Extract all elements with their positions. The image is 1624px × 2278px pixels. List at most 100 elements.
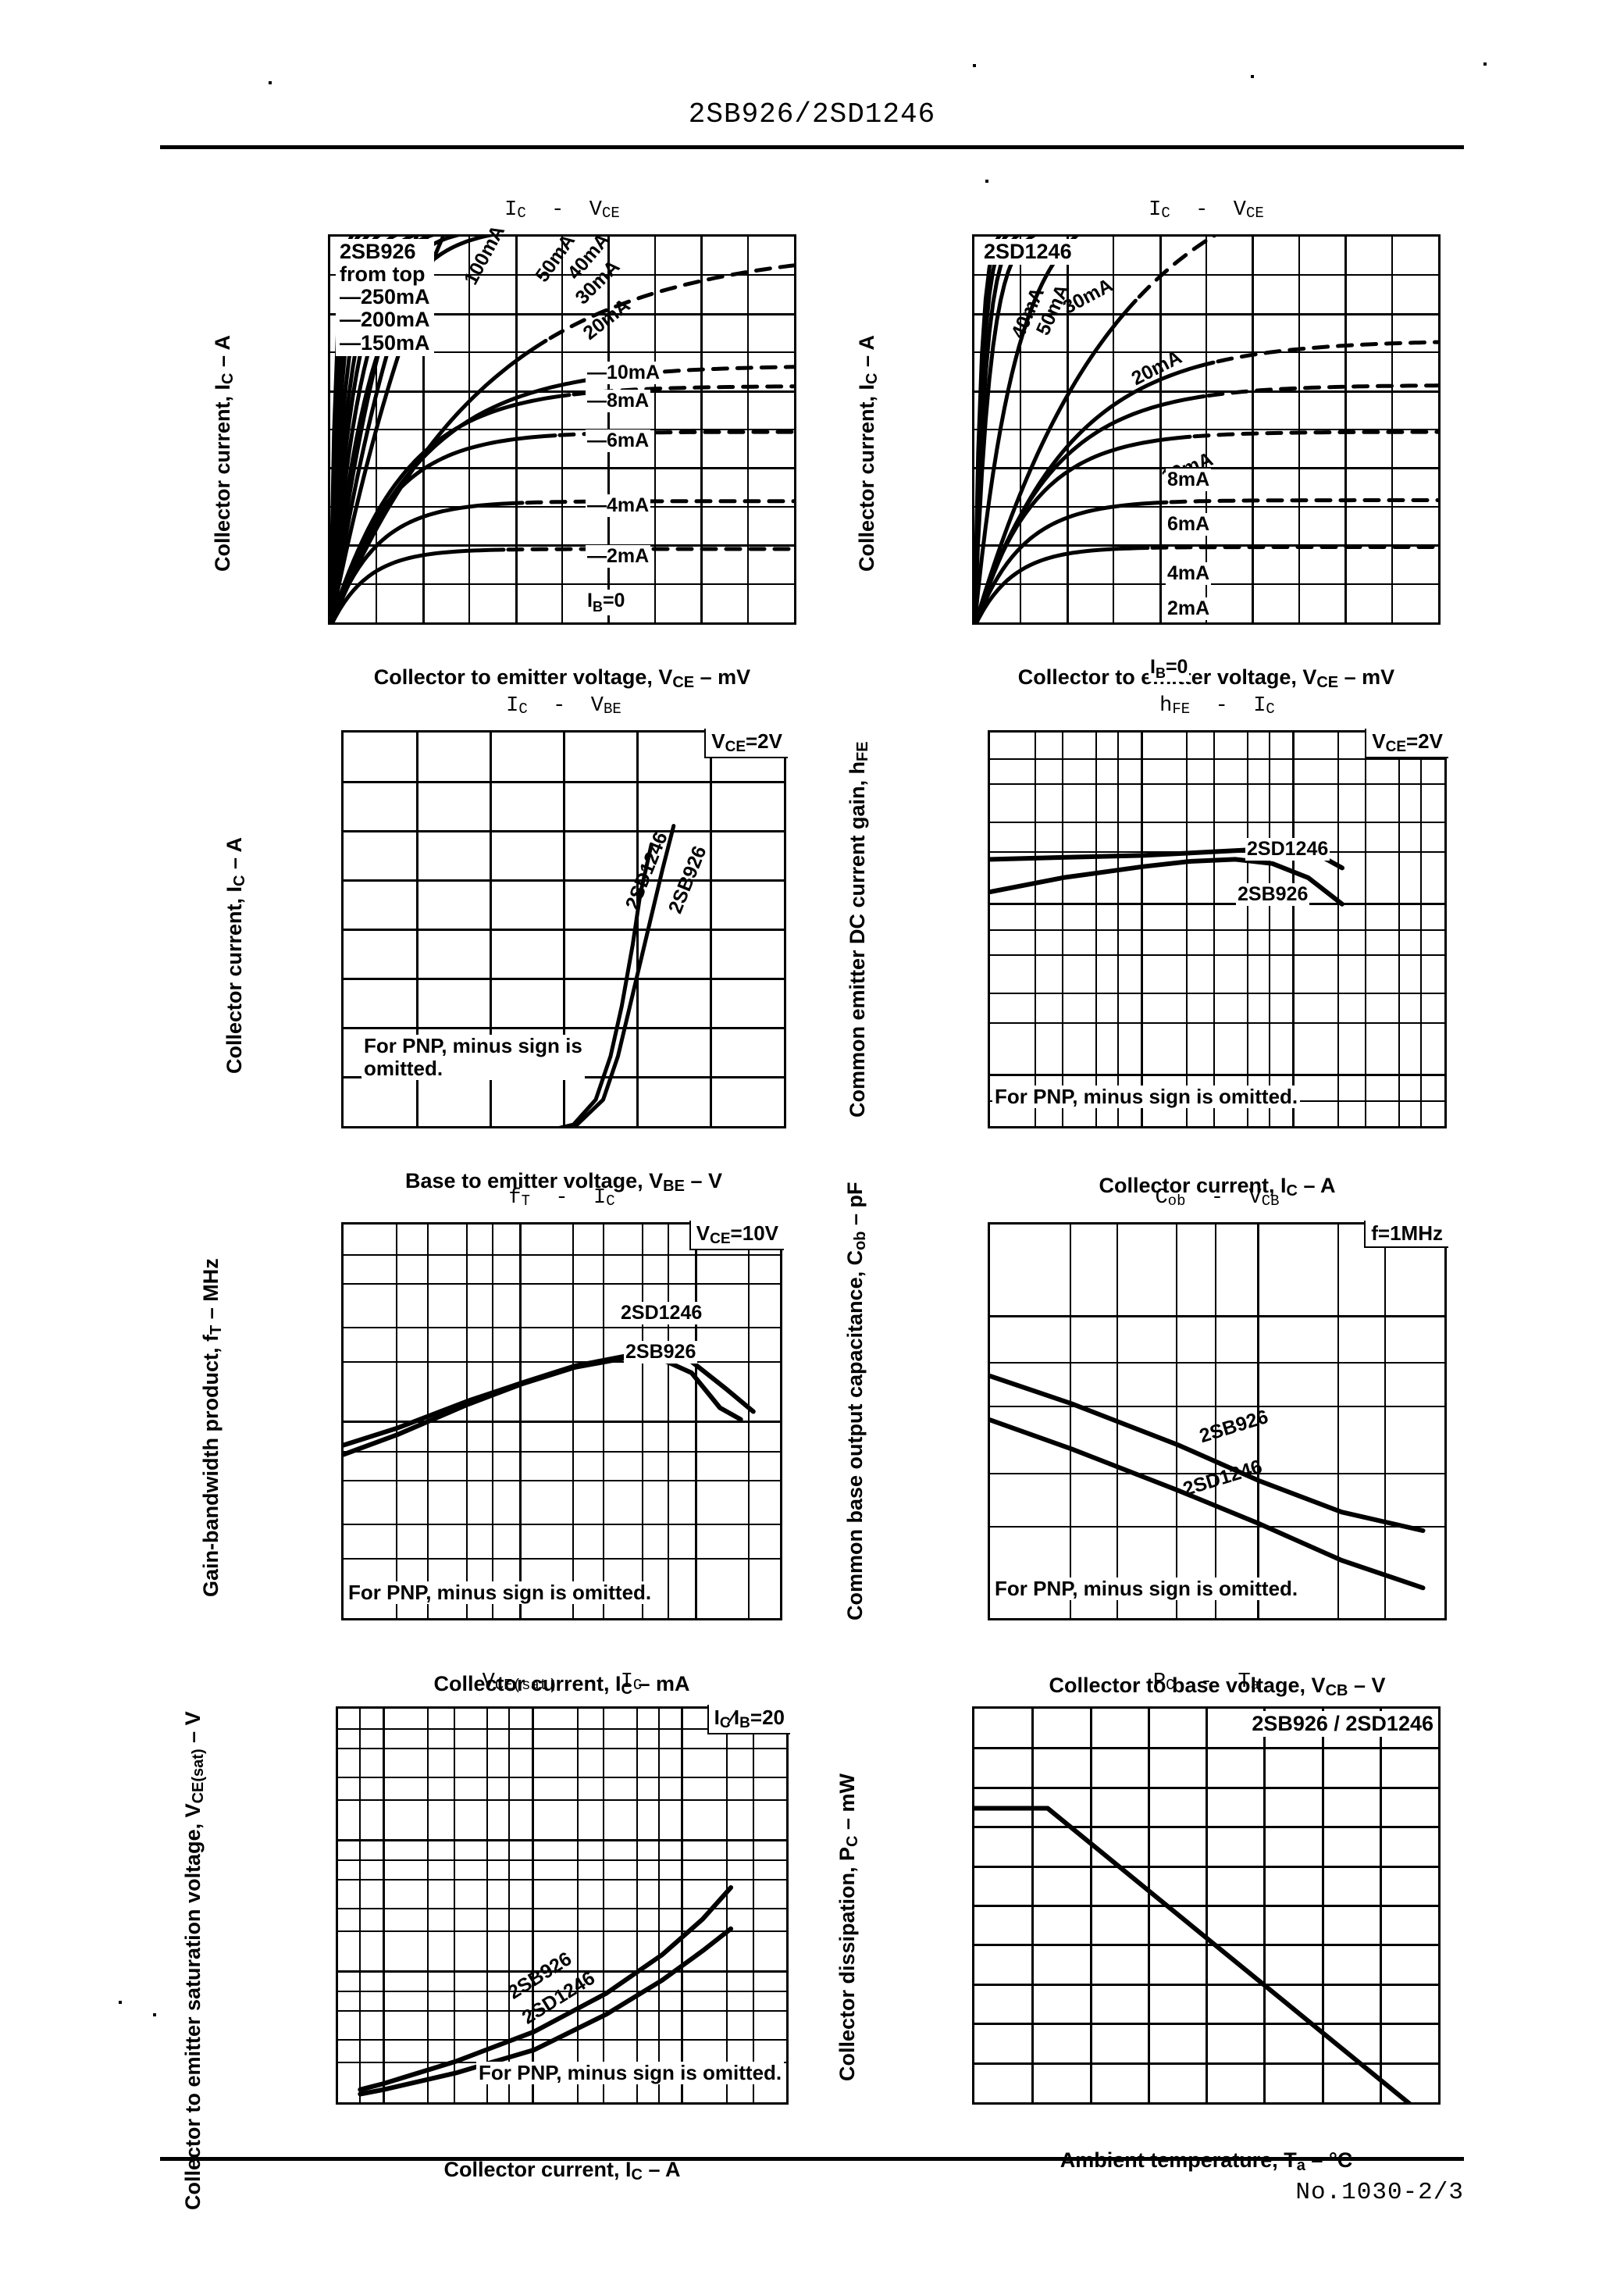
gridline-h — [990, 992, 1444, 994]
plot-area: 0200400600750800100002040608010012014016… — [972, 1706, 1441, 2105]
page-title: 2SB926/2SD1246 — [688, 98, 936, 130]
chart-vcesat-ic: VCE(sat) - IC 0.012350.12351.023510570.0… — [181, 1670, 790, 2210]
gridline-h — [974, 1983, 1438, 1986]
footer-rule — [160, 2157, 1464, 2161]
curve-label-2sb926: 2SB926 — [624, 1341, 698, 1364]
curve-label-2mA: 2mA — [1166, 597, 1212, 620]
gridline-h — [974, 312, 1438, 315]
gridline-h — [344, 1326, 780, 1328]
gridline-v — [636, 1709, 638, 2102]
curve — [330, 547, 506, 622]
y-axis-label: Common base output capacitance, Cob – pF — [843, 1182, 869, 1620]
gridline-v — [1256, 1225, 1259, 1618]
gridline-h — [990, 821, 1444, 823]
gridline-h — [974, 429, 1438, 430]
curve-layer — [344, 1351, 756, 1457]
pnp-note: For PNP, minus sign is omitted. — [346, 1581, 654, 1605]
chart-title: IC - VCE — [504, 198, 620, 222]
curve — [330, 433, 557, 622]
gridline-h — [990, 1526, 1444, 1528]
speck — [153, 2013, 156, 2016]
curve — [344, 1355, 743, 1457]
curve — [1137, 237, 1216, 299]
gridline-h — [990, 1022, 1444, 1025]
gridline-h — [974, 390, 1438, 393]
gridline-v — [657, 1709, 660, 2102]
gridline-h — [974, 2023, 1438, 2026]
curve-label-4mA: —4mA — [586, 494, 651, 517]
gridline-h — [990, 758, 1444, 760]
y-axis-label: Collector to emitter saturation voltage,… — [181, 1711, 207, 2210]
curve — [1192, 430, 1438, 439]
x-axis-label: Collector current, IC – mA — [433, 1672, 690, 1698]
gridline-v — [576, 1709, 579, 2102]
chart-ic-vce-2sb926: IC - VCE 0–0.4–0.8–1.2–1.6–2.00–200–400–… — [211, 198, 796, 691]
gridline-h — [330, 583, 794, 585]
y-axis-label: Collector current, IC – A — [855, 334, 881, 572]
gridline-v — [1337, 1225, 1339, 1618]
plot-area: 102357100235710001023571002357100023 — [341, 1222, 782, 1620]
legend-entry-2: —150mA — [340, 330, 430, 355]
gridline-h — [338, 2038, 786, 2041]
gridline-v — [1384, 1225, 1386, 1618]
curve — [506, 547, 794, 552]
curve — [558, 842, 654, 1126]
legend-device-2sd1246: 2SD1246 — [980, 239, 1076, 266]
curve — [974, 1806, 1412, 2102]
curve — [330, 338, 548, 622]
gridline-h — [338, 1838, 786, 1841]
x-axis-label: Base to emitter voltage, VBE – V — [405, 1169, 722, 1195]
chart-title: IC - VBE — [506, 694, 621, 718]
curve — [974, 546, 1150, 622]
gridline-h — [344, 978, 784, 980]
header-rule — [160, 145, 1464, 149]
gridline-h — [344, 1361, 780, 1364]
gridline-h — [990, 929, 1444, 931]
plot-area: 0.012350.12351.023510570.0123570.123571.… — [336, 1706, 789, 2105]
curve-label-10mA: —10mA — [586, 362, 662, 384]
curve — [358, 1885, 734, 2092]
condition-badge: IC⁄IB=20 — [707, 1705, 790, 1734]
gridline-h — [344, 1282, 780, 1285]
chart-title: Cob - VCB — [1155, 1186, 1280, 1210]
curve — [548, 263, 794, 340]
curve — [1206, 383, 1438, 398]
gridline-h — [330, 429, 794, 430]
speck — [985, 180, 988, 183]
gridline-v — [453, 1709, 455, 2102]
x-axis-label: Collector to emitter voltage, VCE – mV — [373, 665, 751, 691]
gridline-h — [344, 781, 784, 783]
gridline-h — [974, 1905, 1438, 1907]
gridline-h — [974, 274, 1438, 276]
curve-label-2mA: —2mA — [586, 545, 651, 568]
curve-layer — [558, 824, 676, 1126]
legend-device: 2SB926 — [340, 240, 416, 263]
gridline-h — [344, 1451, 780, 1453]
curve — [1216, 340, 1438, 364]
gridline-h — [344, 1027, 784, 1029]
gridline-h — [338, 1728, 786, 1731]
gridline-h — [338, 1859, 786, 1862]
gridline-h — [974, 1865, 1438, 1868]
curve-label-8mA: 8mA — [1166, 469, 1212, 491]
y-axis-label: Gain-bandwidth product, fT – MHz — [199, 1258, 225, 1597]
gridline-h — [990, 1361, 1444, 1364]
speck — [269, 81, 272, 84]
pnp-note: For PNP, minus sign is omitted. — [992, 1085, 1301, 1109]
gridline-h — [974, 1944, 1438, 1947]
gridline-h — [344, 830, 784, 832]
gridline-h — [338, 1747, 786, 1749]
gridline-h — [338, 1970, 786, 1973]
gridline-v — [531, 1709, 534, 2102]
curve — [974, 434, 1192, 622]
legend-box: 2SB926 from top —250mA —200mA —150mA — [336, 239, 434, 356]
curve-label-ib0: IB=0 — [1149, 656, 1190, 682]
curve — [990, 1374, 1426, 1533]
curve — [990, 1417, 1426, 1591]
gridline-h — [338, 1878, 786, 1881]
chart-title: PC - Ta — [1152, 1670, 1260, 1694]
gridline-h — [990, 1074, 1444, 1077]
gridline-h — [990, 1406, 1444, 1408]
gridline-v — [382, 1709, 385, 2102]
